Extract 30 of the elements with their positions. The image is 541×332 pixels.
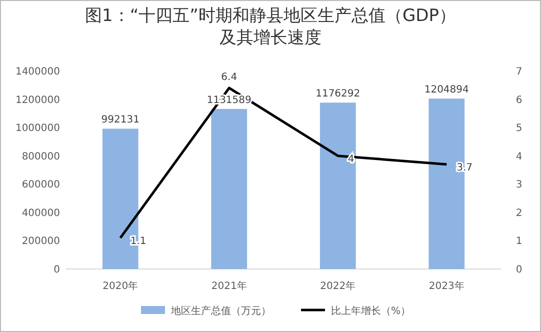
y-tick-label: 1400000 (15, 66, 60, 78)
x-tick-label: 2023年 (428, 280, 464, 292)
x-tick-label: 2022年 (320, 280, 356, 292)
x-tick-label: 2021年 (211, 280, 247, 292)
title: 图1：“十四五”时期和静县地区生产总值（GDP）及其增长速度 (84, 5, 457, 49)
y-tick-label: 400000 (22, 208, 60, 219)
data-label: 992131 (101, 114, 140, 126)
y-tick-label: 0 (54, 264, 60, 276)
data-label: 1204894 (424, 84, 469, 96)
bar (320, 102, 356, 269)
y2-tick-label: 6 (516, 94, 522, 106)
x-tick-label: 2020年 (102, 280, 138, 292)
y2-tick-label: 3 (516, 180, 522, 191)
bar (211, 108, 248, 269)
data-label: 1.1 (130, 236, 146, 247)
y-tick-label: 200000 (22, 236, 60, 248)
y-tick-label: 1200000 (15, 94, 60, 106)
y2-tick-label: 4 (516, 151, 522, 162)
y2-tick-label: 5 (516, 123, 522, 134)
data-label: 1176292 (316, 88, 360, 100)
y-tick-label: 600000 (22, 180, 60, 191)
y2-tick-label: 0 (516, 264, 522, 276)
y2-tick-label: 2 (516, 208, 522, 219)
y-tick-label: 1000000 (15, 123, 60, 134)
y2-tick-label: 1 (516, 236, 522, 248)
data-label: 6.4 (221, 72, 238, 83)
legend-label: 地区生产总值（万元） (170, 305, 271, 317)
y2-tick-label: 7 (516, 66, 522, 78)
y-tick-label: 800000 (22, 151, 60, 162)
legend-label: 比上年增长（%） (331, 305, 411, 317)
